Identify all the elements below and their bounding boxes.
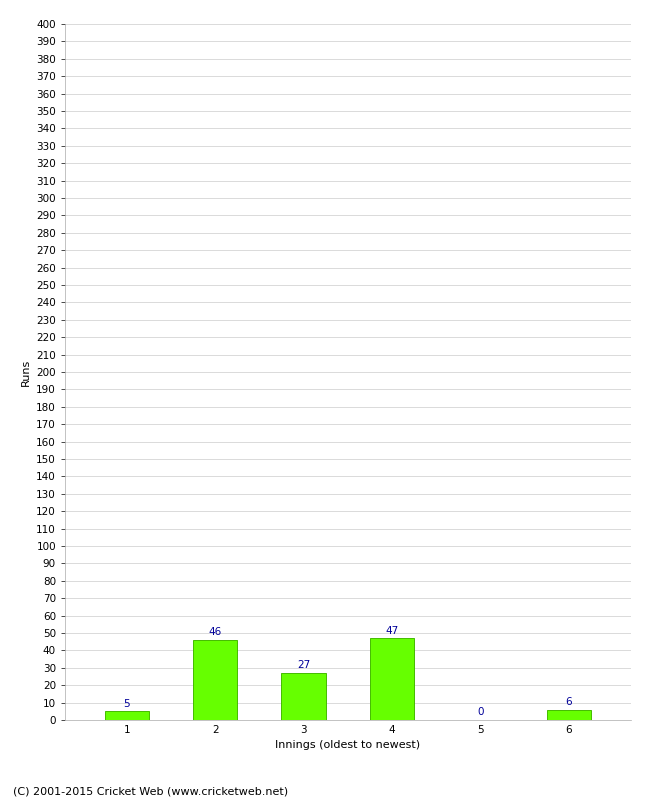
- Text: 47: 47: [385, 626, 398, 636]
- Bar: [547, 710, 591, 720]
- Text: 0: 0: [477, 707, 484, 718]
- Bar: [370, 638, 414, 720]
- Text: 27: 27: [297, 661, 310, 670]
- Bar: [193, 640, 237, 720]
- Text: (C) 2001-2015 Cricket Web (www.cricketweb.net): (C) 2001-2015 Cricket Web (www.cricketwe…: [13, 786, 288, 796]
- Bar: [105, 711, 149, 720]
- Bar: [281, 673, 326, 720]
- Text: 6: 6: [566, 697, 572, 707]
- Text: 5: 5: [124, 698, 130, 709]
- Text: 46: 46: [209, 627, 222, 638]
- Y-axis label: Runs: Runs: [21, 358, 31, 386]
- X-axis label: Innings (oldest to newest): Innings (oldest to newest): [275, 741, 421, 750]
